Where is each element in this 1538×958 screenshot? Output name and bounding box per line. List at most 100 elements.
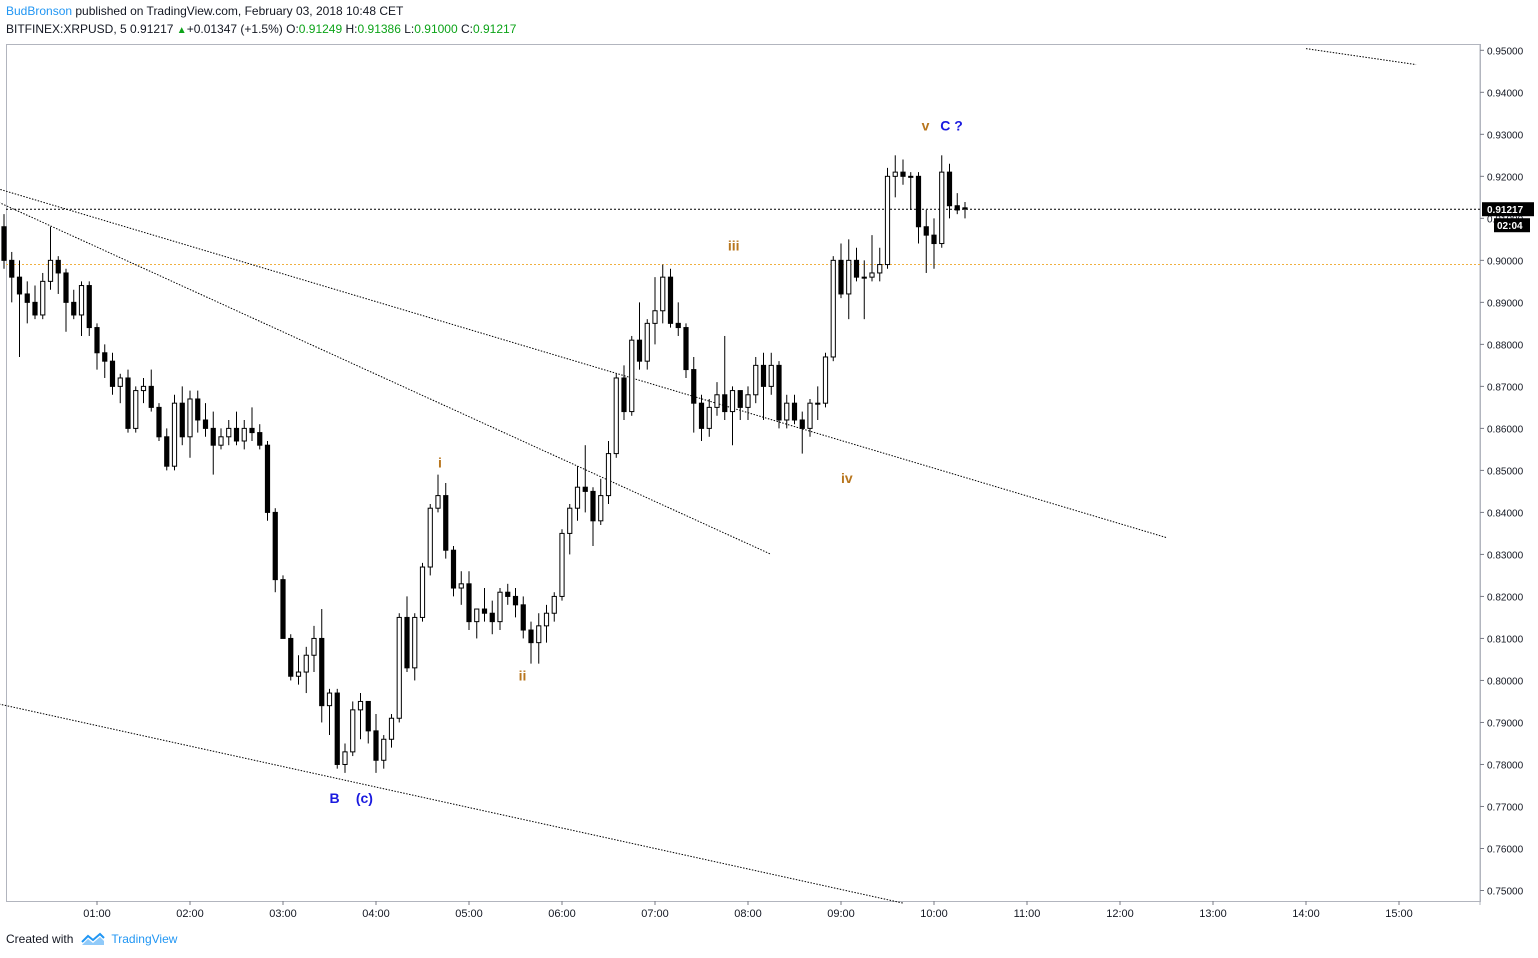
- wave-label: iv: [841, 470, 853, 486]
- candle-body: [125, 377, 131, 429]
- candle-body: [822, 356, 829, 404]
- candle-body: [520, 604, 526, 631]
- trendline[interactable]: [0, 164, 1167, 539]
- y-tick-label: 0.88000: [1487, 340, 1524, 351]
- candle-body: [148, 385, 154, 408]
- y-tick-label: 0.85000: [1487, 466, 1524, 477]
- candle-body: [536, 625, 542, 644]
- y-tick-label: 0.82000: [1487, 592, 1524, 603]
- candle-body: [559, 532, 565, 597]
- candle-body: [458, 583, 464, 589]
- candle-body: [846, 259, 852, 295]
- footer: Created with TradingView: [6, 932, 177, 946]
- x-tick-label: 05:00: [455, 908, 483, 920]
- price-chart[interactable]: 0.75000 0.76000 0.77000 0.78000 0.79000 0.800…: [0, 0, 1538, 930]
- y-tick-label: 0.77000: [1487, 802, 1524, 813]
- candle-body: [590, 490, 596, 522]
- candle-body: [412, 616, 418, 669]
- last-price-header: 0.91217: [130, 22, 174, 36]
- candle-body: [71, 301, 77, 316]
- candle-body: [776, 364, 782, 421]
- candle-body: [621, 377, 627, 413]
- tradingview-link[interactable]: TradingView: [81, 932, 177, 946]
- candle-body: [311, 637, 317, 656]
- x-tick-label: 13:00: [1199, 908, 1227, 920]
- candle-body: [319, 637, 325, 707]
- candle-body: [388, 717, 395, 740]
- candle-body: [218, 436, 224, 446]
- plot-frame: [6, 44, 1481, 902]
- wave-label: B: [330, 790, 340, 806]
- symbol-label: BITFINEX:XRPUSD, 5: [6, 22, 127, 36]
- candle-body: [156, 406, 162, 438]
- candle-body: [908, 175, 914, 178]
- candle-body: [830, 259, 836, 358]
- y-tick-label: 0.87000: [1487, 382, 1524, 393]
- candle-body: [574, 486, 581, 509]
- candle-body: [481, 608, 488, 614]
- y-tick-label: 0.80000: [1487, 676, 1524, 687]
- trendline[interactable]: [0, 164, 772, 555]
- candle-body: [40, 280, 46, 316]
- candle-body: [133, 390, 139, 429]
- x-tick-label: 03:00: [269, 908, 297, 920]
- candle-body: [272, 511, 278, 581]
- candle-body: [939, 171, 945, 245]
- wave-label: (c): [356, 790, 373, 806]
- x-tick-label: 15:00: [1385, 908, 1413, 920]
- candle-body: [295, 671, 302, 677]
- candle-body: [249, 427, 255, 434]
- low-value: 0.91000: [414, 22, 458, 36]
- y-tick-label: 0.81000: [1487, 634, 1524, 645]
- wave-label: i: [438, 454, 442, 470]
- y-tick-label: 0.95000: [1487, 46, 1524, 57]
- candle-body: [853, 259, 860, 278]
- candle-body: [660, 276, 666, 312]
- countdown-tag-label: 02:04: [1497, 221, 1523, 232]
- candle-body: [350, 709, 356, 753]
- candle-body: [512, 595, 519, 606]
- published-text: published on TradingView.com, February 0…: [72, 4, 404, 18]
- candle-body: [419, 566, 426, 618]
- y-tick-label: 0.84000: [1487, 508, 1524, 519]
- candle-body: [869, 272, 875, 278]
- y-tick-label: 0.86000: [1487, 424, 1524, 435]
- wave-label: ii: [519, 667, 527, 683]
- high-value: 0.91386: [357, 22, 401, 36]
- candle-body: [195, 398, 201, 421]
- candle-body: [264, 444, 271, 513]
- candle-body: [357, 700, 364, 711]
- up-triangle-icon: ▲: [176, 25, 187, 36]
- candle-body: [729, 390, 736, 413]
- candle-body: [102, 352, 108, 362]
- candle-body: [381, 738, 387, 761]
- author-link[interactable]: BudBronson: [6, 4, 73, 18]
- y-tick-label: 0.89000: [1487, 298, 1524, 309]
- candle-body: [528, 629, 534, 644]
- candle-body: [698, 402, 705, 429]
- x-tick-label: 14:00: [1292, 908, 1320, 920]
- wave-label: iii: [728, 237, 740, 253]
- candle-body: [443, 495, 449, 551]
- candle-body: [210, 427, 216, 446]
- candle-body: [636, 339, 643, 362]
- candle-body: [605, 453, 612, 497]
- y-tick-label: 0.94000: [1487, 88, 1524, 99]
- tradingview-logo-icon: [81, 932, 106, 945]
- candle-body: [164, 436, 170, 467]
- candle-body: [303, 654, 309, 673]
- candle-body: [691, 369, 697, 404]
- trendline[interactable]: [1305, 48, 1417, 66]
- symbol-info: BITFINEX:XRPUSD, 5 0.91217 ▲+0.01347 (+1…: [6, 22, 516, 36]
- candle-body: [877, 264, 883, 274]
- x-tick-label: 01:00: [83, 908, 111, 920]
- close-value: 0.91217: [473, 22, 517, 36]
- candle-body: [179, 402, 185, 438]
- candle-body: [923, 226, 929, 236]
- low-label: L:: [404, 22, 415, 36]
- candle-body: [861, 276, 867, 279]
- wave-label: v: [922, 118, 930, 134]
- open-label: O:: [286, 22, 299, 36]
- trendline[interactable]: [0, 685, 904, 904]
- candle-body: [931, 234, 937, 245]
